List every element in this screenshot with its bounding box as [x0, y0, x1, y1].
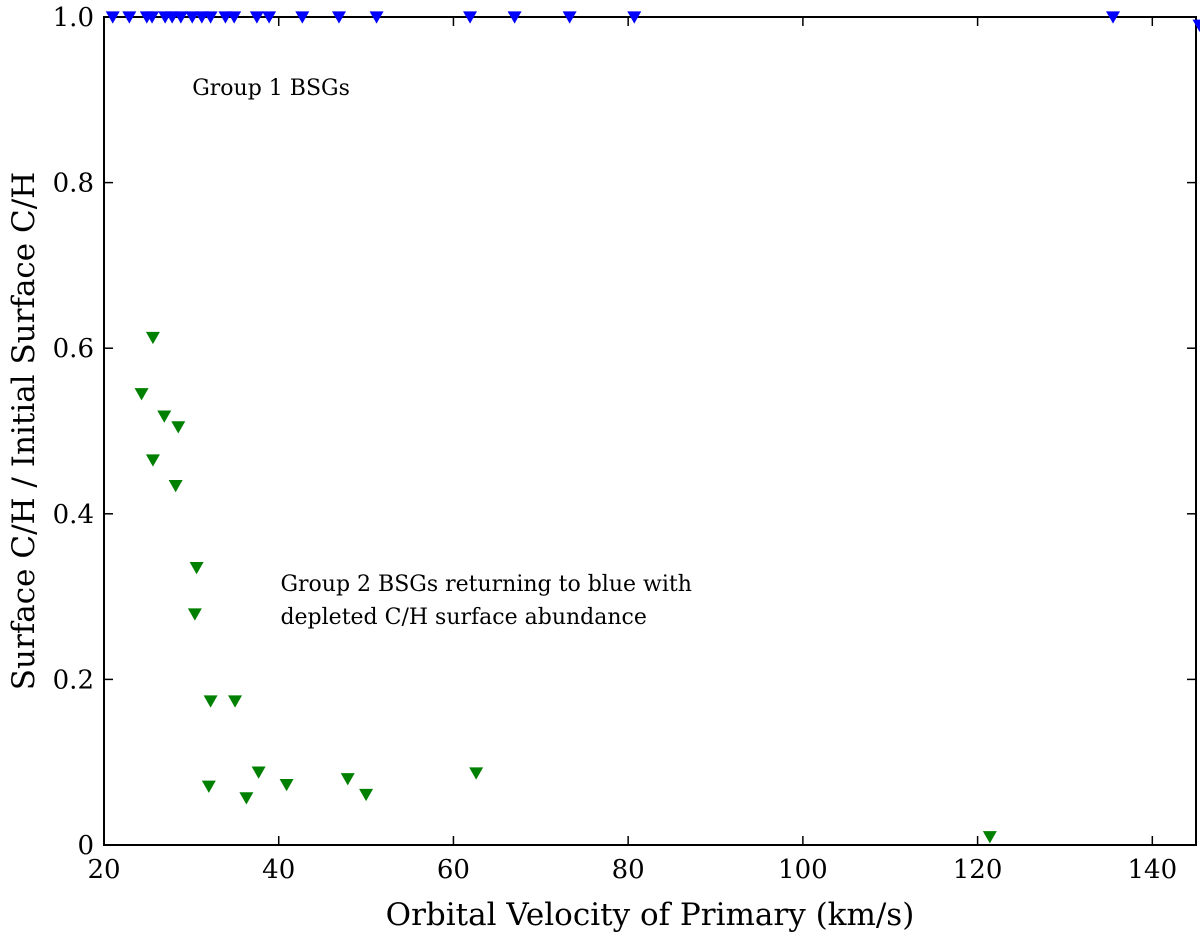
data-point: [201, 780, 216, 793]
data-point: [145, 454, 160, 467]
x-tick-label: 140: [1127, 855, 1177, 885]
data-point: [145, 11, 160, 24]
data-point: [369, 11, 384, 24]
data-point: [340, 773, 355, 786]
tick-labels: 20 40 60 80 100 120 140 0 0.2 0.4 0.6 0.8 1.0: [53, 3, 1177, 885]
data-point: [185, 11, 200, 24]
x-tick-label: 80: [612, 855, 645, 885]
data-point: [1106, 11, 1121, 24]
data-point: [227, 11, 242, 24]
y-tick-label: 0.2: [53, 665, 94, 695]
x-tick-label: 40: [262, 855, 295, 885]
y-tick-label: 0: [77, 831, 94, 861]
annotation-text: Group 2 BSGs returning to blue with: [280, 572, 691, 597]
data-point: [239, 792, 254, 805]
x-axis-label: Orbital Velocity of Primary (km/s): [386, 897, 915, 933]
data-point: [249, 11, 264, 24]
x-tick-label: 20: [87, 855, 120, 885]
series-2: [134, 331, 997, 844]
data-point: [359, 788, 374, 802]
y-tick-label: 0.4: [53, 500, 94, 530]
data-point: [463, 11, 478, 24]
y-tick-label: 0.6: [53, 334, 94, 364]
annotation-text: Group 1 BSGs: [192, 76, 350, 101]
data-point: [279, 778, 294, 792]
x-tick-label: 100: [778, 855, 828, 885]
x-tick-label: 120: [953, 855, 1003, 885]
plot-frame: [103, 16, 1197, 846]
data-point: [507, 11, 522, 24]
data-point: [251, 766, 266, 779]
data-point: [122, 11, 137, 24]
data-point: [331, 11, 346, 24]
data-point: [982, 831, 997, 844]
data-point: [262, 11, 277, 24]
y-axis-label: Surface C/H / Initial Surface C/H: [6, 172, 42, 690]
axis-ticks: [103, 16, 1196, 846]
data-point: [203, 11, 218, 24]
data-point: [134, 388, 149, 401]
data-point: [189, 562, 204, 575]
y-tick-label: 0.8: [53, 169, 94, 199]
data-point: [157, 410, 172, 423]
data-point: [145, 331, 160, 345]
data-point: [105, 11, 120, 24]
data-point: [187, 608, 202, 621]
data-point: [173, 11, 188, 24]
data-point: [1192, 19, 1200, 32]
y-tick-label: 1.0: [53, 3, 94, 33]
data-point: [469, 767, 484, 780]
x-tick-label: 60: [437, 855, 470, 885]
series-1: [105, 11, 1200, 32]
data-point: [203, 695, 218, 708]
annotations: Group 1 BSGs Group 2 BSGs returning to bl…: [192, 76, 692, 630]
data-point: [627, 11, 642, 24]
data-point: [295, 11, 310, 24]
data-point: [228, 695, 243, 708]
data-points: [105, 11, 1200, 844]
data-point: [562, 11, 577, 24]
data-point: [171, 421, 186, 434]
annotation-text: depleted C/H surface abundance: [280, 605, 646, 630]
data-point: [168, 480, 183, 493]
